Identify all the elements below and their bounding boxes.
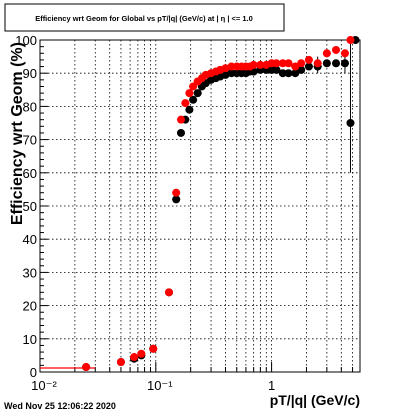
red-point <box>82 363 91 372</box>
y-tick-label: 0 <box>30 365 37 380</box>
red-point <box>284 59 293 68</box>
red-point <box>332 45 341 54</box>
y-axis-title: Efficiency wrt Geom (%) <box>9 42 26 225</box>
black-point <box>284 69 293 78</box>
y-tick-label: 10 <box>23 332 37 347</box>
red-point <box>256 60 265 69</box>
y-tick-label: 70 <box>23 133 37 148</box>
red-point <box>340 49 349 58</box>
x-tick-labels: 10⁻² 10⁻¹ 1 <box>31 378 275 393</box>
black-point <box>297 65 306 74</box>
red-point <box>137 349 146 358</box>
data-points <box>82 36 360 372</box>
y-tick-label: 40 <box>23 232 37 247</box>
red-point <box>346 36 355 44</box>
red-point <box>297 59 306 68</box>
y-tick-label: 20 <box>23 299 37 314</box>
y-tick-label: 100 <box>15 33 37 48</box>
y-tick-label: 90 <box>23 66 37 81</box>
timestamp: Wed Nov 25 12:06:22 2020 <box>4 401 116 411</box>
grid-lines <box>40 40 360 372</box>
black-point <box>346 119 355 127</box>
title-box: Efficiency wrt Geom for Global vs pT/|q|… <box>4 3 285 32</box>
black-point <box>278 69 287 78</box>
black-point <box>189 95 198 104</box>
black-point <box>332 59 341 68</box>
x-axis-title: pT/|q| (GeV/c) <box>270 392 360 408</box>
red-point <box>304 55 313 64</box>
y-tick-label: 60 <box>23 166 37 181</box>
red-point <box>176 115 185 124</box>
black-point <box>322 59 331 68</box>
black-point <box>172 195 181 204</box>
red-point <box>313 59 322 68</box>
red-point <box>181 99 190 108</box>
red-point <box>185 89 194 98</box>
red-point <box>249 60 258 69</box>
chart-title: Efficiency wrt Geom for Global vs pT/|q|… <box>35 14 253 23</box>
y-tick-label: 30 <box>23 265 37 280</box>
x-tick-label: 1 <box>268 378 275 393</box>
red-point <box>116 358 125 367</box>
black-point <box>185 105 194 114</box>
red-point <box>291 62 300 71</box>
red-point <box>130 353 139 362</box>
y-tick-label: 50 <box>23 199 37 214</box>
y-tick-labels: 0 10 20 30 40 50 60 70 80 90 100 <box>15 33 37 380</box>
black-point <box>340 59 349 68</box>
red-point <box>278 59 287 68</box>
black-point <box>304 62 313 71</box>
black-point <box>291 69 300 78</box>
black-point <box>176 128 185 137</box>
red-point <box>322 49 331 58</box>
black-point <box>272 65 281 74</box>
red-point <box>172 188 181 197</box>
black-point <box>193 89 202 98</box>
red-point <box>149 344 158 353</box>
x-tick-label: 10⁻¹ <box>147 378 173 393</box>
y-tick-label: 80 <box>23 99 37 114</box>
red-point <box>272 59 281 68</box>
x-tick-label: 10⁻² <box>31 378 57 393</box>
red-point <box>164 288 173 297</box>
